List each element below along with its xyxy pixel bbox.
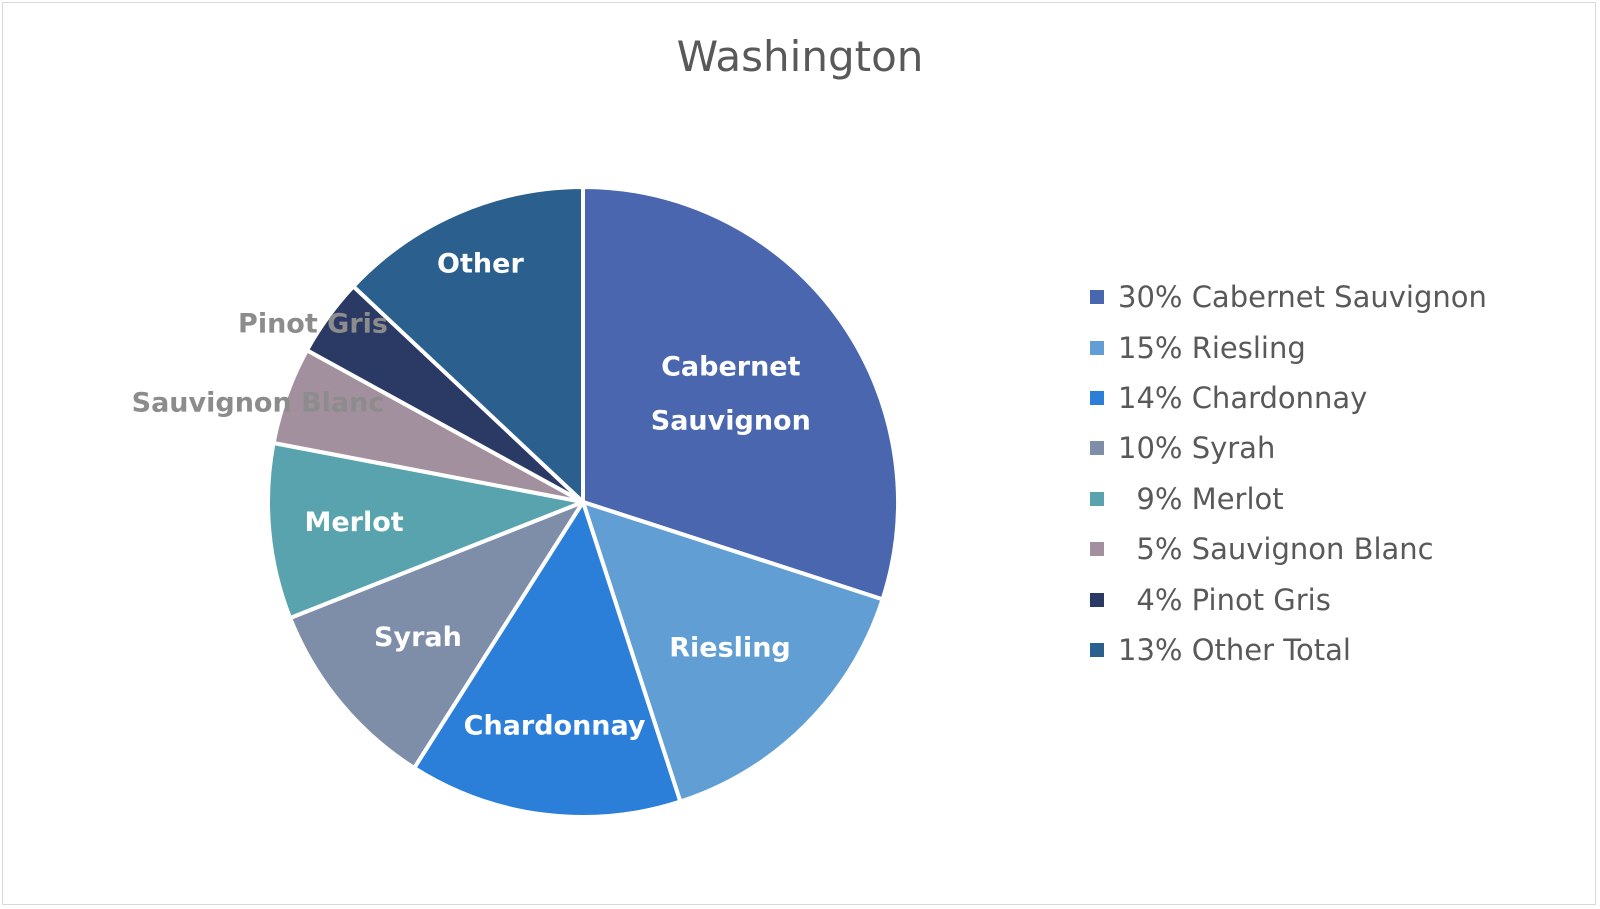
slice-label-cabernet-sauvignon: Cabernet Sauvignon (651, 351, 811, 436)
slice-label-sauvignon-blanc: Sauvignon Blanc (132, 388, 385, 419)
legend-item-cabernet-sauvignon: 30% Cabernet Sauvignon (1090, 272, 1487, 322)
legend-item-merlot: 9% Merlot (1090, 474, 1487, 524)
legend-swatch (1090, 340, 1104, 355)
legend-percent: 14% (1118, 380, 1192, 415)
slice-label-pinot-gris: Pinot Gris (238, 309, 388, 340)
legend-label: Riesling (1191, 330, 1306, 365)
chart-legend: 30% Cabernet Sauvignon 15% Riesling 14% Ch… (1090, 272, 1487, 675)
slice-label-chardonnay: Chardonnay (464, 711, 646, 742)
legend-percent: 9% (1118, 481, 1192, 516)
legend-percent: 4% (1118, 582, 1192, 617)
legend-item-pinot-gris: 4% Pinot Gris (1090, 574, 1487, 624)
legend-swatch (1090, 390, 1104, 405)
pie-slice-merlot (266, 440, 585, 620)
legend-swatch (1090, 592, 1104, 607)
legend-swatch (1090, 642, 1104, 657)
legend-item-riesling: 15% Riesling (1090, 322, 1487, 372)
legend-percent: 10% (1118, 431, 1192, 466)
slice-label-merlot: Merlot (304, 507, 403, 538)
pie-slice-chardonnay (412, 500, 683, 819)
legend-item-syrah: 10% Syrah (1090, 423, 1487, 473)
pie-slice-syrah (288, 500, 585, 770)
legend-label: Other Total (1191, 632, 1351, 667)
legend-percent: 13% (1118, 632, 1192, 667)
legend-swatch (1090, 441, 1104, 456)
legend-label: Sauvignon Blanc (1191, 532, 1434, 567)
legend-swatch (1090, 542, 1104, 557)
legend-percent: 30% (1118, 280, 1192, 315)
pie-slice-other (351, 185, 585, 504)
legend-label: Chardonnay (1191, 380, 1368, 415)
legend-swatch (1090, 491, 1104, 506)
legend-item-sauvignon-blanc: 5% Sauvignon Blanc (1090, 524, 1487, 574)
legend-item-chardonnay: 14% Chardonnay (1090, 373, 1487, 423)
legend-label: Syrah (1191, 431, 1276, 466)
slice-label-syrah: Syrah (374, 622, 462, 653)
legend-percent: 15% (1118, 330, 1192, 365)
legend-label: Pinot Gris (1191, 582, 1331, 617)
chart-title: Washington (676, 32, 924, 81)
legend-label: Cabernet Sauvignon (1191, 280, 1487, 315)
legend-percent: 5% (1118, 532, 1192, 567)
pie-slice-cabernet-sauvignon (581, 185, 900, 602)
slice-label-other: Other (437, 248, 524, 279)
slice-label-riesling: Riesling (669, 633, 791, 664)
legend-item-other-total: 13% Other Total (1090, 625, 1487, 675)
legend-swatch (1090, 290, 1104, 305)
legend-label: Merlot (1191, 481, 1284, 516)
